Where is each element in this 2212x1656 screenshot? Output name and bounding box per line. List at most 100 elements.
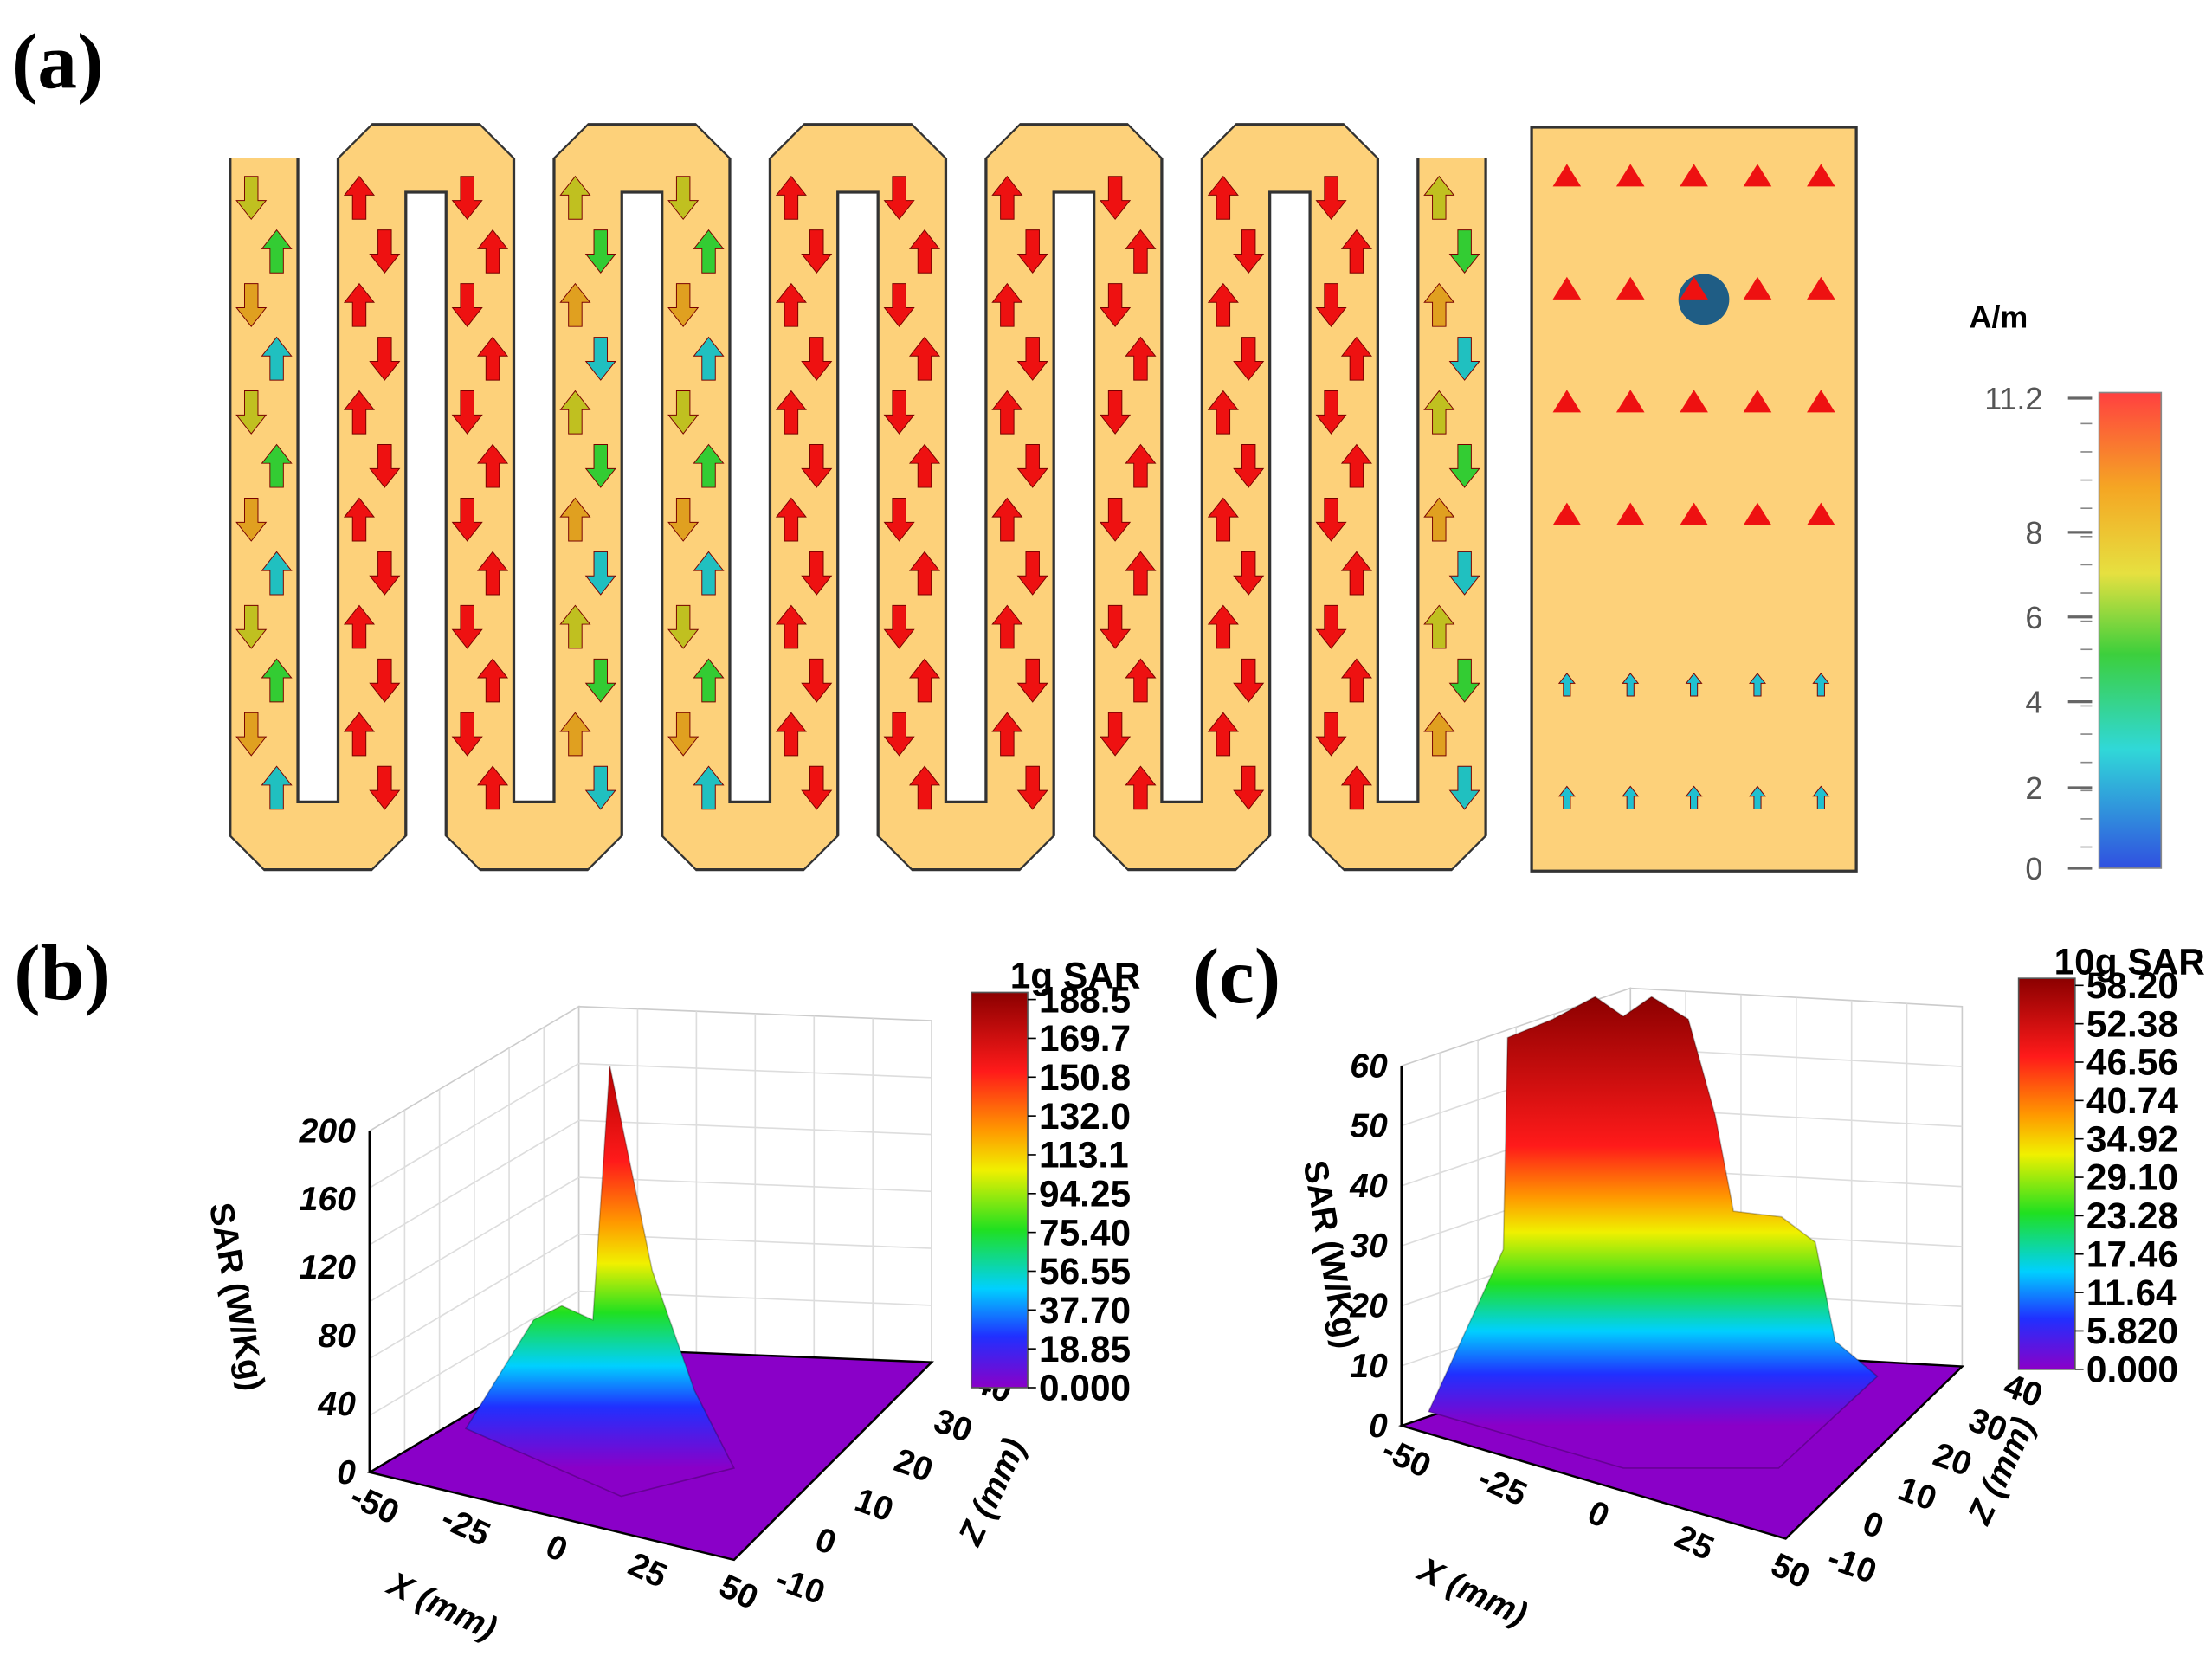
current-arrow — [1016, 229, 1048, 274]
current-arrow — [1100, 390, 1132, 435]
colorbar-tick-label: 5.820 — [2086, 1311, 2178, 1351]
current-arrow — [343, 390, 376, 435]
current-arrow — [1100, 604, 1132, 649]
current-arrow — [559, 175, 591, 220]
y-axis-label: SAR (W/Kg) — [202, 1200, 271, 1394]
current-arrow — [1100, 176, 1132, 221]
y-tick-label: 60 — [1350, 1047, 1388, 1085]
current-arrow — [1100, 712, 1132, 757]
current-arrow — [1615, 276, 1645, 300]
current-arrow — [1340, 229, 1372, 274]
colorbar — [970, 991, 1029, 1389]
y-tick-label: 0 — [337, 1454, 356, 1492]
colorbar-tick-label: 169.7 — [1039, 1018, 1131, 1059]
current-arrow — [1125, 229, 1157, 274]
current-arrow — [667, 604, 700, 649]
y-tick-label: 50 — [1350, 1108, 1388, 1145]
z-tick-label: 20 — [889, 1442, 938, 1490]
x-tick-label: 50 — [1765, 1546, 1815, 1595]
current-arrow — [1807, 502, 1835, 525]
colorbar-tick-label: 0.000 — [1039, 1368, 1131, 1408]
colorbar-tick-label: 2 — [2025, 771, 2042, 806]
current-arrow — [1125, 336, 1157, 381]
current-arrow — [1615, 502, 1645, 525]
panel-label: (a) — [11, 17, 103, 105]
y-tick-label: 40 — [1349, 1168, 1388, 1205]
x-tick-label: -25 — [1473, 1459, 1532, 1514]
current-arrow — [1423, 497, 1455, 542]
current-arrow — [451, 712, 483, 757]
current-arrow — [1423, 282, 1455, 327]
current-arrow — [559, 712, 591, 757]
current-arrow — [369, 337, 401, 381]
colorbar-tick-label: 0 — [2025, 852, 2042, 886]
current-arrow — [369, 444, 401, 488]
z-tick-label: 0 — [810, 1521, 841, 1563]
current-arrow — [451, 390, 483, 435]
y-tick-label: 200 — [299, 1112, 357, 1150]
current-arrow — [667, 390, 700, 435]
z-tick-label: 40 — [1999, 1367, 2048, 1414]
current-arrow — [343, 712, 376, 757]
current-arrow — [1448, 658, 1480, 703]
current-arrow — [584, 765, 616, 810]
y-tick-label: 160 — [300, 1181, 357, 1218]
z-tick-label: 0 — [1858, 1505, 1888, 1546]
current-arrow — [559, 390, 591, 435]
current-arrow — [1448, 337, 1480, 381]
colorbar-title: A/m — [1970, 300, 2028, 334]
colorbar-tick-label: 40.74 — [2086, 1080, 2178, 1121]
current-arrow — [477, 443, 509, 488]
current-arrow — [883, 390, 915, 435]
antenna-outline — [229, 123, 1487, 872]
y-tick-label: 80 — [318, 1318, 356, 1355]
current-arrow — [261, 765, 293, 810]
current-arrow — [1812, 785, 1830, 809]
current-arrow — [1743, 390, 1772, 413]
current-arrow — [1680, 390, 1708, 413]
current-arrow — [343, 282, 376, 327]
current-arrow — [775, 175, 807, 220]
colorbar-tick-label: 94.25 — [1039, 1173, 1131, 1214]
y-tick-label: 10 — [1350, 1348, 1388, 1385]
current-arrow — [1749, 673, 1766, 697]
current-arrow — [451, 176, 483, 221]
colorbar-tick-label: 4 — [2025, 686, 2042, 720]
current-arrow — [1448, 444, 1480, 488]
current-arrow — [1315, 283, 1347, 327]
current-arrow — [559, 282, 591, 327]
current-arrow — [1812, 673, 1830, 697]
current-arrow — [1448, 765, 1480, 810]
current-arrow — [1749, 785, 1766, 809]
current-arrow — [559, 604, 591, 649]
current-arrow — [801, 337, 833, 381]
current-arrow — [1552, 502, 1582, 525]
current-arrow — [1016, 551, 1048, 596]
y-tick-label: 20 — [1349, 1287, 1388, 1324]
x-axis-label: X (mm) — [1411, 1550, 1532, 1633]
current-arrow — [1207, 497, 1239, 542]
current-arrow — [775, 282, 807, 327]
panel-label: (b) — [14, 930, 111, 1017]
current-arrow — [693, 336, 725, 381]
current-arrow — [369, 551, 401, 596]
current-arrow — [477, 551, 509, 596]
colorbar-tick-label: 188.5 — [1039, 979, 1131, 1020]
current-arrow — [1622, 673, 1640, 697]
current-arrow — [991, 175, 1023, 220]
current-arrow — [1448, 551, 1480, 596]
current-arrow — [1615, 390, 1645, 413]
current-arrow — [883, 176, 915, 221]
current-arrow — [235, 283, 268, 327]
z-axis-label: Z (mm) — [951, 1433, 1034, 1551]
current-arrow — [584, 337, 616, 381]
current-arrow — [1315, 176, 1347, 221]
x-tick-label: 25 — [1669, 1518, 1719, 1568]
current-arrow — [1125, 658, 1157, 703]
current-arrow — [883, 283, 915, 327]
current-arrow — [343, 497, 376, 542]
current-arrow — [1340, 443, 1372, 488]
z-tick-label: -10 — [771, 1561, 829, 1613]
current-arrow — [801, 765, 833, 810]
current-arrow — [235, 604, 268, 649]
